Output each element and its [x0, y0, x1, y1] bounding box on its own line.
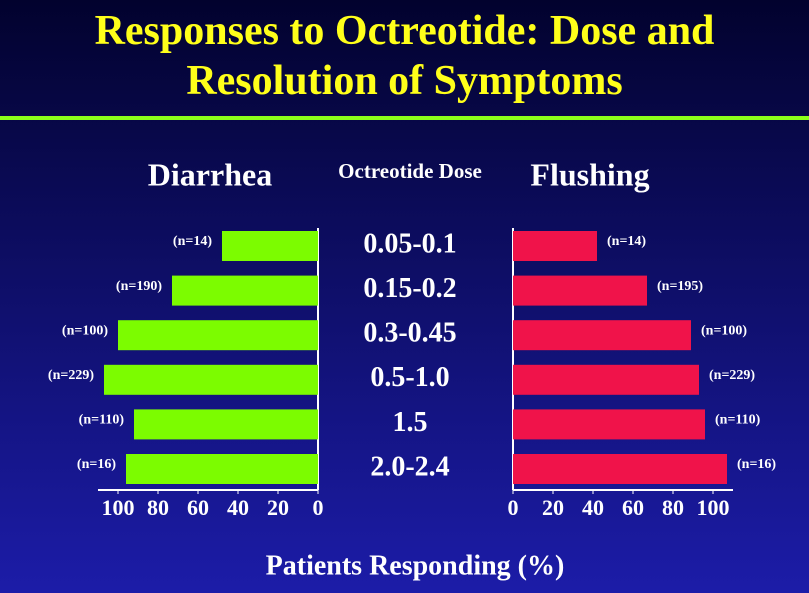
x-tick-label: 0 — [508, 495, 519, 520]
dose-label: 0.15-0.2 — [363, 273, 456, 304]
n-label: (n=195) — [657, 279, 703, 294]
x-tick-label: 100 — [102, 495, 135, 520]
bar — [104, 364, 318, 395]
n-label: (n=14) — [173, 234, 212, 249]
panel-title: Diarrhea — [148, 156, 272, 192]
n-label: (n=16) — [77, 457, 116, 472]
n-label: (n=190) — [116, 279, 162, 294]
dose-label: 2.0-2.4 — [370, 451, 449, 482]
x-tick-label: 0 — [313, 495, 324, 520]
x-tick-label: 40 — [227, 495, 249, 520]
bar — [118, 320, 318, 351]
title-rule — [0, 116, 809, 120]
n-label: (n=229) — [48, 368, 94, 383]
dose-label: 0.5-1.0 — [370, 362, 449, 393]
bar — [513, 231, 597, 261]
dose-label: 0.3-0.45 — [363, 318, 456, 349]
panel-title: Flushing — [530, 156, 649, 192]
n-label: (n=16) — [737, 457, 776, 472]
n-label: (n=110) — [79, 413, 125, 428]
n-label: (n=110) — [715, 413, 761, 428]
n-label: (n=229) — [709, 368, 755, 383]
bar — [134, 409, 318, 440]
x-axis-label: Patients Responding (%) — [266, 550, 565, 581]
x-tick-label: 80 — [147, 495, 169, 520]
x-tick-label: 60 — [187, 495, 209, 520]
n-label: (n=100) — [62, 323, 108, 338]
slide-title: Responses to Octreotide: Dose and Resolu… — [94, 8, 715, 104]
bar — [513, 364, 699, 395]
bar — [513, 409, 705, 440]
x-tick-label: 100 — [697, 495, 730, 520]
bar — [513, 320, 691, 351]
center-header: Octreotide Dose — [338, 159, 482, 183]
x-tick-label: 40 — [582, 495, 604, 520]
n-label: (n=14) — [607, 234, 646, 249]
dose-label: 0.05-0.1 — [363, 228, 456, 259]
bar — [513, 275, 647, 306]
bar — [222, 231, 318, 261]
x-tick-label: 20 — [542, 495, 564, 520]
x-tick-label: 80 — [662, 495, 684, 520]
x-tick-label: 60 — [622, 495, 644, 520]
x-tick-label: 20 — [267, 495, 289, 520]
bar — [126, 454, 318, 484]
dose-label: 1.5 — [393, 407, 428, 438]
bar — [172, 275, 318, 306]
bar — [513, 454, 727, 484]
n-label: (n=100) — [701, 323, 747, 338]
